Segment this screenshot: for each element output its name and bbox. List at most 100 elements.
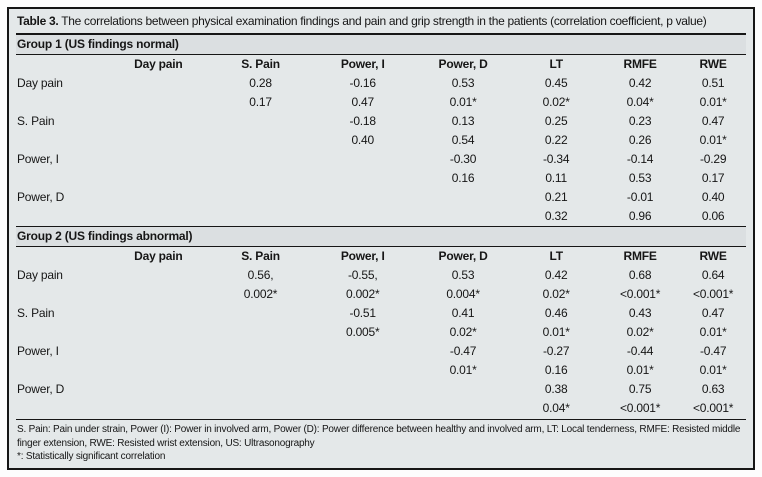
- p-value: 0.06: [701, 209, 725, 223]
- p-value: [209, 323, 311, 342]
- correlation-value: [107, 266, 209, 285]
- correlation-row: Power, D 0.21 -0.01 0.40: [16, 188, 746, 207]
- row-label: [16, 361, 107, 380]
- column-header: LT: [549, 57, 563, 71]
- p-value: 0.32: [544, 209, 568, 223]
- p-value: 0.26: [628, 133, 652, 147]
- correlation-value: -0.14: [626, 152, 654, 166]
- correlation-value: 0.64: [701, 268, 725, 282]
- row-label: Power, I: [17, 152, 59, 166]
- p-value: [107, 285, 209, 304]
- column-header: S. Pain: [241, 57, 280, 71]
- row-label: S. Pain: [17, 306, 55, 320]
- p-value: [209, 169, 311, 188]
- p-value: 0.04*: [626, 95, 654, 109]
- p-value: [107, 93, 209, 112]
- p-value: 0.004*: [446, 287, 480, 301]
- p-value-row: 0.32 0.96 0.06: [16, 207, 746, 227]
- column-header: Power, I: [340, 249, 385, 263]
- p-value-row: 0.40 0.54 0.22 0.26 0.01*: [16, 131, 746, 150]
- p-value-row: 0.04* <0.001* <0.001*: [16, 399, 746, 418]
- p-value: [107, 361, 209, 380]
- row-label: Power, I: [17, 344, 59, 358]
- correlation-value: 0.13: [451, 114, 475, 128]
- p-value: [312, 361, 414, 380]
- p-value: 0.22: [544, 133, 568, 147]
- p-value: 0.17: [249, 95, 272, 109]
- row-label: [16, 93, 107, 112]
- column-header: Power, D: [438, 57, 488, 71]
- group-band-row: Group 2 (US findings abnormal): [16, 226, 746, 247]
- correlation-value: [107, 342, 209, 361]
- row-label: Day pain: [17, 268, 63, 282]
- correlation-value: -0.16: [349, 76, 377, 90]
- correlation-value: [107, 150, 209, 169]
- group-band-row: Group 1 (US findings normal): [16, 35, 746, 55]
- p-value: 0.01*: [699, 95, 727, 109]
- correlation-value: [312, 342, 414, 361]
- column-header-row: Day pain S. Pain Power, I Power, D LT RMFE RWE: [16, 55, 746, 75]
- correlation-value: 0.40: [701, 190, 725, 204]
- correlation-value: 0.56,: [247, 268, 274, 282]
- correlation-value: [107, 188, 209, 207]
- column-header: Day pain: [134, 57, 183, 71]
- p-value: 0.47: [351, 95, 374, 109]
- p-value: 0.04*: [542, 401, 570, 415]
- p-value: [312, 169, 414, 188]
- correlation-value: 0.47: [701, 114, 725, 128]
- correlation-value: 0.21: [544, 190, 568, 204]
- correlation-value: 0.51: [701, 76, 725, 90]
- p-value: 0.54: [451, 133, 475, 147]
- correlation-value: [312, 188, 414, 207]
- column-header-row: Day pain S. Pain Power, I Power, D LT RMFE RWE: [16, 247, 746, 267]
- p-value: 0.02*: [626, 325, 654, 339]
- column-header: Day pain: [134, 249, 183, 263]
- correlation-value: -0.51: [349, 306, 377, 320]
- p-value: [107, 131, 209, 150]
- correlation-value: [107, 304, 209, 323]
- row-label: Power, D: [17, 382, 65, 396]
- correlation-value: 0.45: [544, 76, 568, 90]
- correlation-value: [107, 74, 209, 93]
- correlation-value: -0.29: [699, 152, 727, 166]
- correlation-table: Group 1 (US findings normal) Day pain S. P…: [16, 35, 746, 418]
- column-header: RMFE: [623, 249, 657, 263]
- p-value: 0.002*: [345, 287, 380, 301]
- correlation-value: -0.27: [542, 344, 570, 358]
- p-value: 0.01*: [699, 363, 727, 377]
- p-value: [414, 399, 513, 418]
- correlation-value: [107, 112, 209, 131]
- correlation-value: 0.63: [701, 382, 725, 396]
- correlation-value: [107, 380, 209, 399]
- p-value: [107, 323, 209, 342]
- correlation-value: 0.43: [628, 306, 652, 320]
- footnote-abbreviations: S. Pain: Pain under strain, Power (I): P…: [17, 424, 741, 449]
- row-label: [16, 399, 107, 418]
- correlation-value: 0.38: [544, 382, 568, 396]
- p-value: 0.96: [628, 209, 652, 223]
- row-label-column-header: [16, 247, 107, 267]
- table-caption: Table 3. The correlations between physic…: [16, 9, 746, 35]
- p-value: 0.02*: [542, 95, 570, 109]
- p-value: 0.01*: [542, 325, 570, 339]
- correlation-value: 0.47: [701, 306, 725, 320]
- correlation-value: [209, 304, 311, 323]
- correlation-row: S. Pain -0.18 0.13 0.25 0.23 0.47: [16, 112, 746, 131]
- correlation-value: 0.75: [628, 382, 652, 396]
- correlation-row: Day pain 0.28 -0.16 0.53 0.45 0.42 0.51: [16, 74, 746, 93]
- row-label: [16, 169, 107, 188]
- row-label: [16, 207, 107, 227]
- correlation-value: [414, 380, 513, 399]
- correlation-row: Power, D 0.38 0.75 0.63: [16, 380, 746, 399]
- p-value: [209, 131, 311, 150]
- correlation-value: [209, 150, 311, 169]
- p-value: [312, 399, 414, 418]
- row-label: Power, D: [17, 190, 65, 204]
- p-value: 0.01*: [449, 95, 477, 109]
- p-value: <0.001*: [619, 287, 661, 301]
- p-value: 0.53: [628, 171, 652, 185]
- p-value-row: 0.01* 0.16 0.01* 0.01*: [16, 361, 746, 380]
- correlation-value: [209, 380, 311, 399]
- correlation-value: -0.34: [542, 152, 570, 166]
- p-value: 0.01*: [699, 133, 727, 147]
